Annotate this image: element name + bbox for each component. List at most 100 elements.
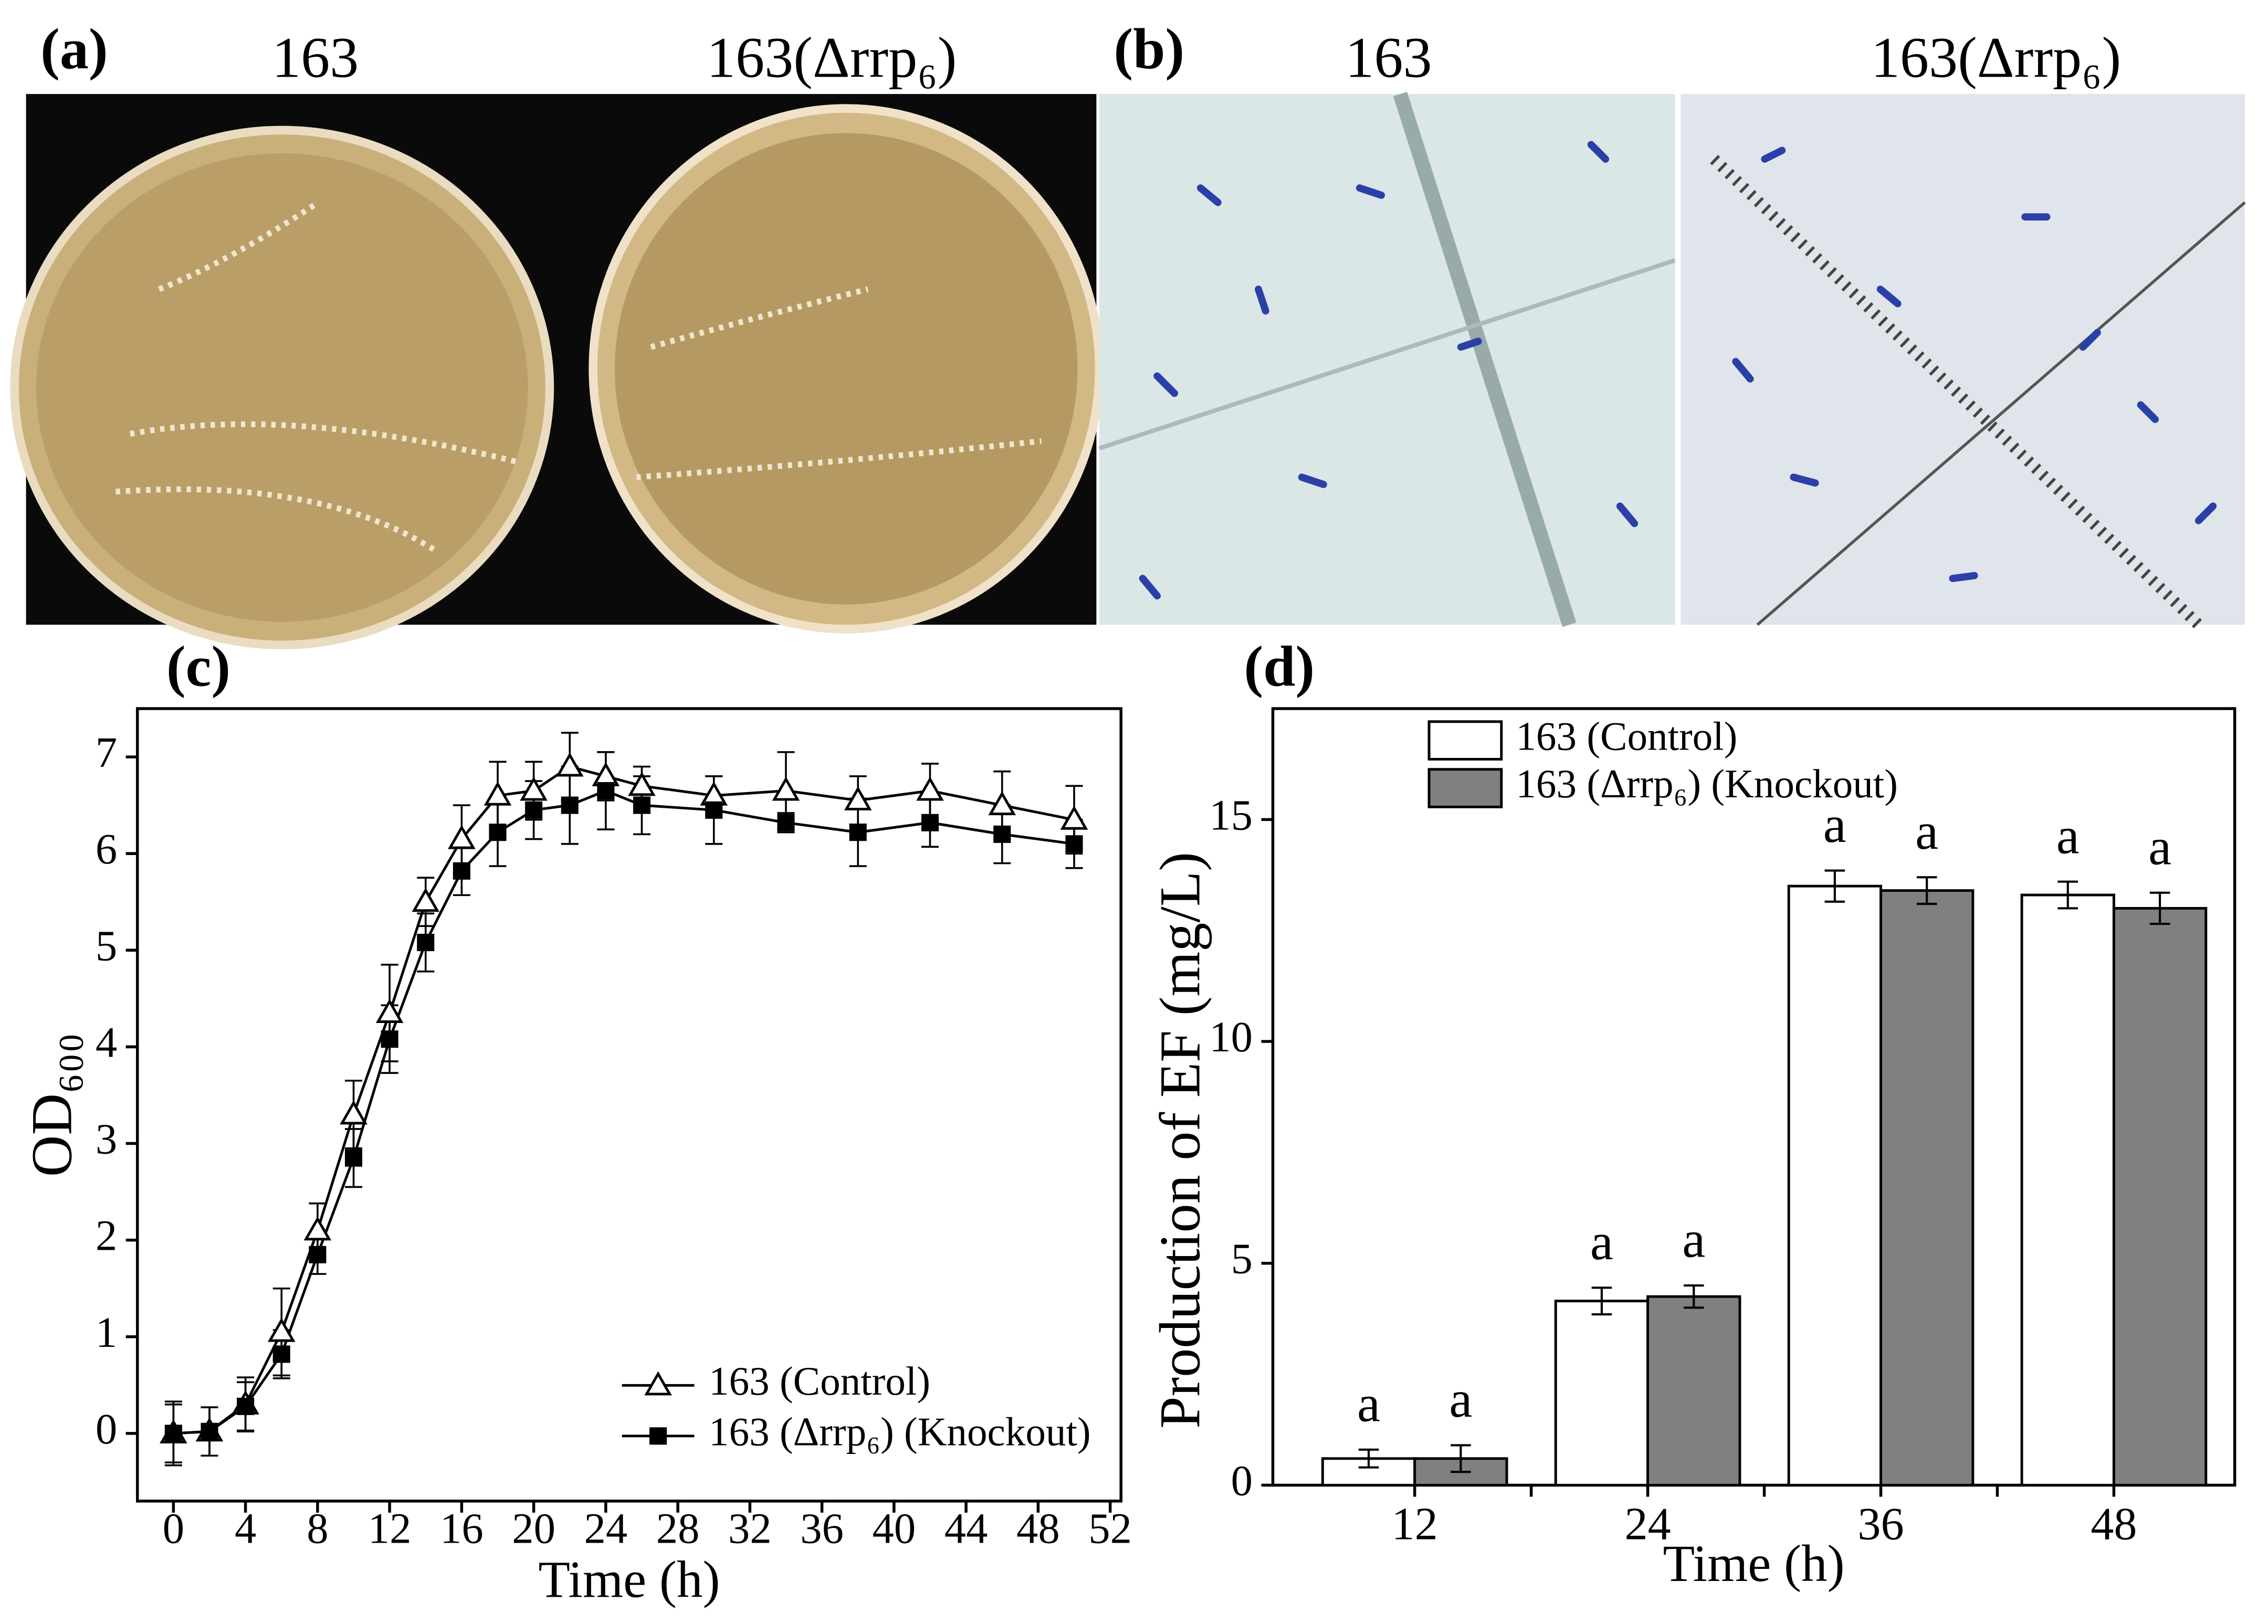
x-tick-label: 16 bbox=[440, 1504, 484, 1552]
x-tick-label: 12 bbox=[1392, 1498, 1438, 1549]
y-tick-label: 5 bbox=[96, 921, 117, 969]
marker bbox=[344, 1149, 363, 1167]
y-tick-label: 15 bbox=[1209, 790, 1253, 839]
y-tick-label: 3 bbox=[96, 1115, 117, 1163]
significance-letter: a bbox=[2148, 818, 2171, 876]
panel-label: (c) bbox=[166, 634, 230, 698]
marker bbox=[453, 862, 470, 880]
significance-letter: a bbox=[2056, 807, 2080, 864]
error-bar bbox=[1916, 876, 1937, 905]
error-bar bbox=[1824, 869, 1845, 903]
error-bar bbox=[2057, 880, 2078, 910]
marker bbox=[777, 814, 795, 831]
y-tick-label: 6 bbox=[96, 825, 117, 873]
x-tick-label: 32 bbox=[728, 1504, 772, 1552]
x-tick-label: 40 bbox=[873, 1504, 916, 1552]
plot-frame bbox=[1271, 707, 2236, 1487]
marker bbox=[993, 825, 1011, 843]
significance-letter: a bbox=[1823, 796, 1846, 853]
marker bbox=[520, 776, 548, 801]
legend-label: 163 (Δrrp₆) (Knockout) bbox=[709, 1409, 1091, 1454]
marker bbox=[1065, 835, 1083, 853]
x-tick-label: 36 bbox=[1857, 1498, 1904, 1549]
x-tick-label: 4 bbox=[235, 1504, 256, 1552]
marker bbox=[309, 1246, 327, 1263]
x-tick-label: 52 bbox=[1088, 1504, 1132, 1552]
y-tick-label: 7 bbox=[96, 728, 117, 776]
y-axis-label: Production of EF (mg/L) bbox=[1148, 852, 1212, 1429]
marker bbox=[381, 1030, 398, 1048]
legend-swatch bbox=[1427, 720, 1503, 761]
bar bbox=[1880, 889, 1975, 1486]
legend-label: 163 (Control) bbox=[1516, 713, 1737, 758]
marker bbox=[272, 1345, 290, 1363]
marker bbox=[644, 1371, 672, 1396]
marker bbox=[772, 776, 800, 801]
bar bbox=[2112, 906, 2208, 1486]
marker bbox=[597, 782, 615, 800]
y-tick-label: 0 bbox=[1231, 1456, 1253, 1504]
significance-letter: a bbox=[1590, 1214, 1613, 1271]
error-bar bbox=[1591, 1286, 1612, 1316]
panel-label: (b) bbox=[1114, 17, 1184, 81]
marker bbox=[417, 934, 435, 952]
marker bbox=[525, 801, 543, 819]
series-line bbox=[173, 765, 1075, 1435]
bar bbox=[1646, 1295, 1741, 1486]
x-tick-label: 20 bbox=[512, 1504, 555, 1552]
marker bbox=[484, 781, 512, 806]
photo-title: 163 bbox=[272, 26, 359, 90]
marker bbox=[164, 1425, 182, 1442]
error-bar bbox=[1358, 1448, 1379, 1469]
x-tick-label: 12 bbox=[368, 1504, 412, 1552]
marker bbox=[237, 1397, 255, 1415]
x-axis-label: Time (h) bbox=[1663, 1535, 1844, 1593]
y-tick-label: 2 bbox=[96, 1211, 117, 1260]
marker bbox=[649, 1427, 667, 1445]
panel-label: (a) bbox=[40, 17, 108, 81]
series-line bbox=[173, 789, 1075, 1435]
y-tick-label: 1 bbox=[96, 1308, 117, 1356]
x-tick-label: 44 bbox=[944, 1504, 988, 1552]
photo-title: 163 bbox=[1345, 26, 1432, 90]
production-chart: 0 5 10 15 Time (h) Production of EF (mg/L) 12 2… bbox=[1148, 707, 2236, 1593]
x-axis-label: Time (h) bbox=[538, 1551, 720, 1608]
error-bar bbox=[2149, 891, 2170, 925]
significance-letter: a bbox=[1682, 1211, 1705, 1269]
photo-title: 163(Δrrp₆) bbox=[1871, 26, 2121, 90]
x-tick-label: 24 bbox=[584, 1504, 628, 1552]
marker bbox=[555, 752, 584, 777]
marker bbox=[201, 1422, 218, 1440]
marker bbox=[921, 814, 939, 831]
plot-frame bbox=[135, 707, 1122, 1503]
error-bar bbox=[1683, 1284, 1704, 1309]
photo-microscopy bbox=[1098, 91, 2246, 629]
y-axis-label: OD₆₀₀ bbox=[20, 1033, 84, 1177]
marker bbox=[303, 1216, 332, 1241]
marker bbox=[267, 1317, 296, 1342]
x-tick-label: 28 bbox=[656, 1504, 700, 1552]
marker bbox=[628, 772, 656, 796]
x-tick-label: 48 bbox=[1016, 1504, 1060, 1552]
marker bbox=[1060, 805, 1088, 830]
marker bbox=[988, 791, 1016, 816]
bar bbox=[1554, 1300, 1650, 1486]
marker bbox=[561, 796, 579, 814]
y-tick-label: 5 bbox=[1231, 1235, 1253, 1283]
marker bbox=[705, 801, 723, 819]
photo-plates bbox=[10, 94, 1104, 650]
x-tick-label: 8 bbox=[307, 1504, 328, 1552]
x-tick-label: 48 bbox=[2091, 1498, 2137, 1549]
x-tick-label: 36 bbox=[800, 1504, 844, 1552]
significance-letter: a bbox=[1449, 1371, 1472, 1428]
marker bbox=[340, 1100, 368, 1125]
error-bar bbox=[1451, 1444, 1471, 1473]
y-tick-label: 4 bbox=[96, 1018, 117, 1066]
legend-label: 163 (Δrrp₆) (Knockout) bbox=[1516, 761, 1898, 806]
marker bbox=[375, 998, 404, 1024]
y-tick-label: 10 bbox=[1209, 1013, 1253, 1061]
marker bbox=[448, 825, 476, 849]
bar bbox=[2020, 893, 2115, 1486]
x-tick-label: 24 bbox=[1624, 1498, 1671, 1549]
